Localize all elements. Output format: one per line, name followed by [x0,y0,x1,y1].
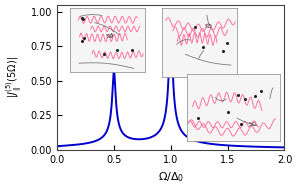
Y-axis label: $|J^{(5)}_\parallel(5\Omega)|$: $|J^{(5)}_\parallel(5\Omega)|$ [5,56,25,98]
X-axis label: $\Omega/\Delta_0$: $\Omega/\Delta_0$ [158,170,184,184]
